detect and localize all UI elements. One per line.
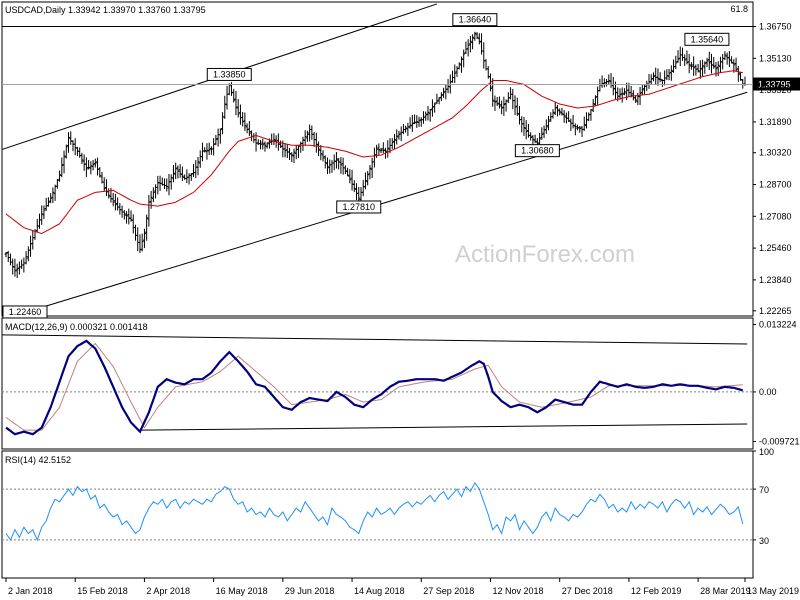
x-axis-label: 2 Apr 2018 — [146, 586, 190, 596]
price-annotation-box — [2, 305, 48, 319]
moving-average-line — [5, 70, 743, 235]
rsi-title: RSI(14) 42.5152 — [5, 455, 71, 465]
rsi-line — [5, 481, 744, 542]
channel-line-1 — [32, 91, 748, 311]
price-axis-label: 1.23840 — [759, 275, 792, 285]
price-annotation: 1.33850 — [213, 69, 246, 79]
price-axis-label: 1.25460 — [759, 243, 792, 253]
x-axis-label: 28 Mar 2019 — [700, 586, 751, 596]
macd-axis-label: 0.013224 — [759, 320, 797, 330]
price-axis-label: 1.31890 — [759, 117, 792, 127]
x-axis-label: 14 Aug 2018 — [354, 586, 405, 596]
price-annotation: 1.30680 — [521, 146, 554, 156]
x-axis-label: 15 Feb 2018 — [77, 586, 128, 596]
rsi-axis-label: 100 — [759, 447, 774, 457]
price-chart-title: USDCAD,Daily 1.33942 1.33970 1.33760 1.3… — [5, 5, 206, 15]
x-axis-label: 13 May 2019 — [747, 586, 799, 596]
current-price-label: 1.33795 — [758, 80, 791, 90]
price-axis-label: 1.30320 — [759, 148, 792, 158]
x-axis-label: 2 Jan 2018 — [8, 586, 53, 596]
macd-panel-frame — [1, 317, 754, 450]
macd-trend-line-1 — [139, 423, 748, 431]
fib-level-label: 61.8 — [730, 4, 748, 14]
macd-axis-label: -0.009721 — [759, 436, 800, 446]
macd-axis-label: 0.00 — [759, 387, 777, 397]
x-axis-label: 12 Nov 2018 — [492, 586, 543, 596]
rsi-panel-frame — [1, 450, 754, 579]
rsi-axis-label: 70 — [759, 485, 769, 495]
price-panel-frame — [1, 1, 754, 317]
x-axis-label: 27 Dec 2018 — [562, 586, 613, 596]
macd-line — [5, 339, 744, 436]
price-annotation-box — [336, 200, 382, 214]
price-axis-label: 1.27080 — [759, 211, 792, 221]
price-axis-label: 1.33520 — [759, 85, 792, 95]
price-annotation: 1.22460 — [9, 307, 42, 317]
x-axis-label: 16 May 2018 — [216, 586, 268, 596]
x-axis-label: 29 Jun 2018 — [285, 586, 335, 596]
price-annotation: 1.36640 — [459, 15, 492, 25]
macd-title: MACD(12,26,9) 0.000321 0.001418 — [5, 322, 148, 332]
x-axis-label: 27 Sep 2018 — [423, 586, 474, 596]
price-annotation-box — [514, 144, 560, 158]
macd-trend-line-0 — [2, 334, 748, 345]
price-axis-label: 1.36750 — [759, 22, 792, 32]
price-annotation-box — [452, 13, 498, 27]
price-annotation-box — [206, 67, 252, 81]
current-price-box — [753, 77, 800, 91]
price-axis-label: 1.22265 — [759, 306, 792, 316]
price-annotation-box — [684, 32, 730, 46]
price-axis-label: 1.35130 — [759, 53, 792, 63]
price-axis-label: 1.28700 — [759, 180, 792, 190]
x-axis-label: 12 Feb 2019 — [631, 586, 682, 596]
watermark: ActionForex.com — [455, 241, 635, 268]
price-annotation: 1.27810 — [342, 202, 375, 212]
price-annotation: 1.35640 — [691, 34, 724, 44]
rsi-axis-label: 30 — [759, 536, 769, 546]
chart-content: USDCAD,Daily 1.33942 1.33970 1.33760 1.3… — [2, 3, 800, 596]
ohlc-bars — [4, 31, 747, 279]
